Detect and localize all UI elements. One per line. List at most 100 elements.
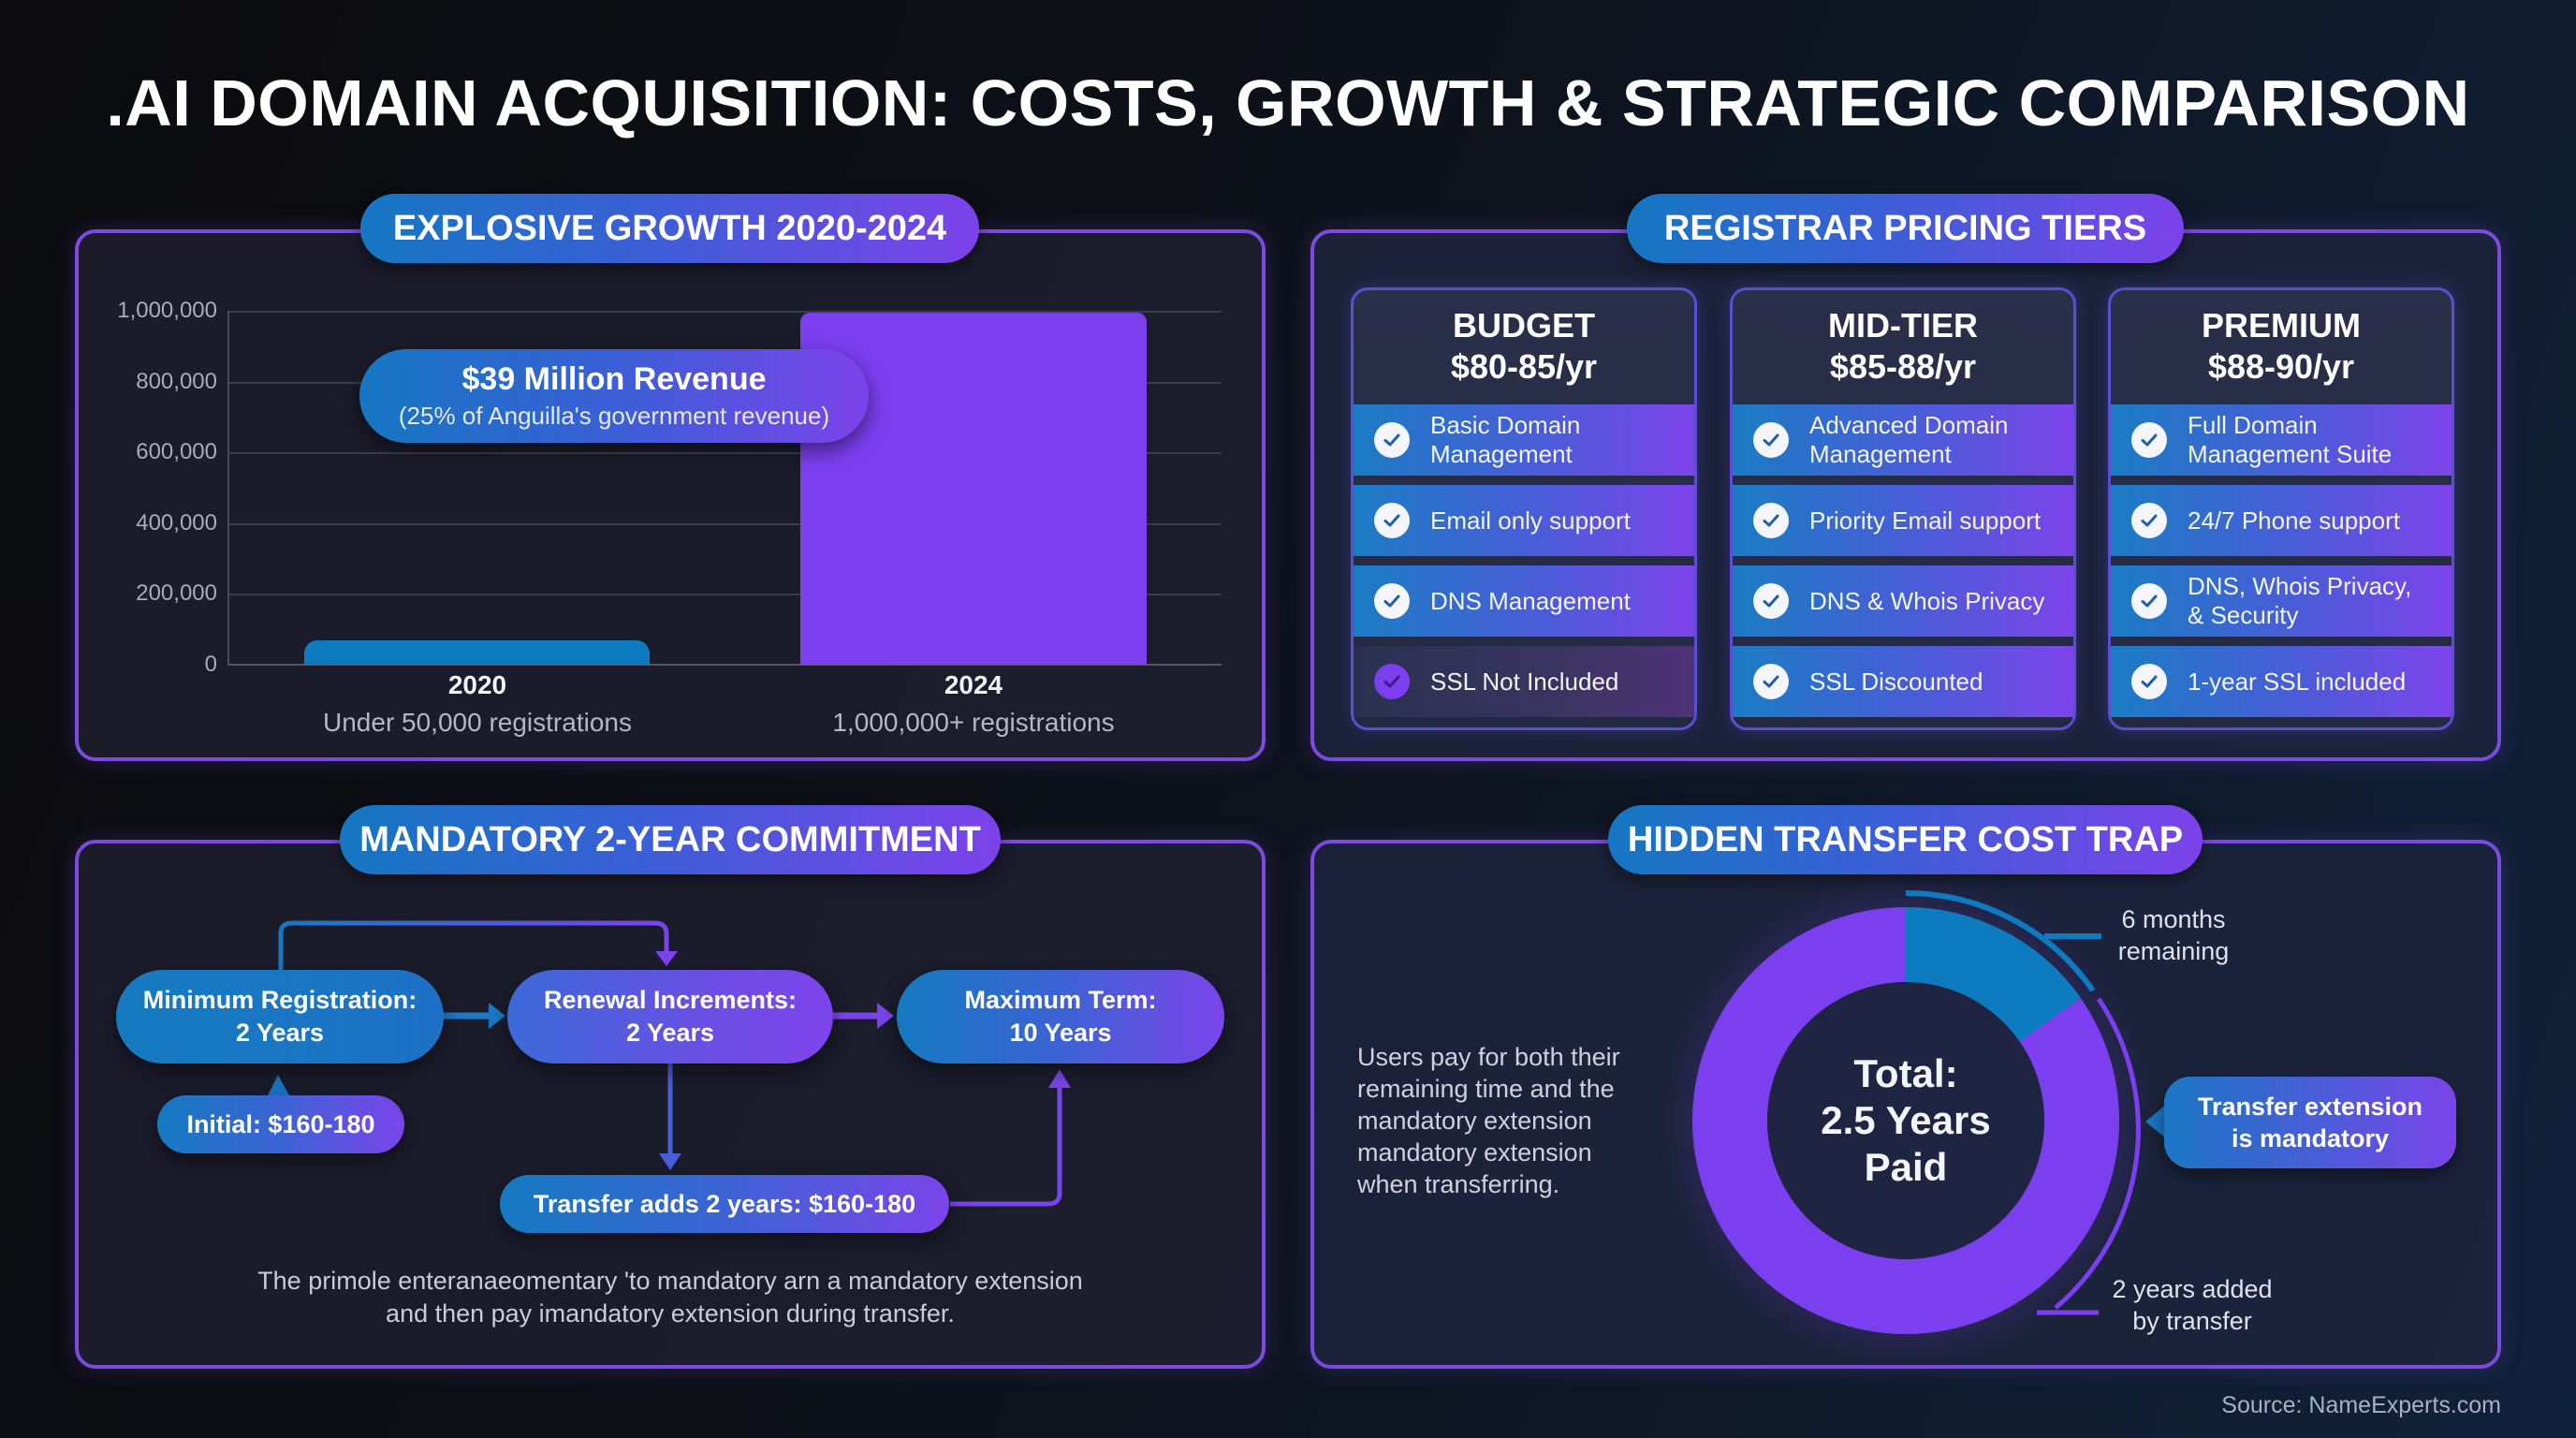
desc-line: mandatory extension bbox=[1357, 1138, 1592, 1167]
feature-text: Email only support bbox=[1430, 506, 1631, 535]
category-year: 2020 bbox=[447, 670, 507, 699]
center-line: 2.5 Years bbox=[1821, 1098, 1991, 1142]
growth-header: EXPLOSIVE GROWTH 2020-2024 bbox=[360, 194, 979, 263]
feature-text: 24/7 Phone support bbox=[2188, 506, 2400, 535]
pricing-header: REGISTRAR PRICING TIERS bbox=[1627, 194, 2184, 263]
tier-card-premium: PREMIUM $88-90/yr Full Domain Management… bbox=[2108, 287, 2454, 730]
feature-text: DNS Management bbox=[1430, 586, 1631, 615]
node-value: 2 Years bbox=[625, 1019, 715, 1047]
y-axis bbox=[227, 311, 229, 666]
desc-line: mandatory extension bbox=[1357, 1107, 1592, 1135]
check-icon bbox=[1374, 583, 1410, 619]
x-axis bbox=[227, 664, 1222, 666]
mandatory-bubble: Transfer extension is mandatory bbox=[2164, 1077, 2456, 1168]
feature-row: Basic Domain Management bbox=[1354, 404, 1694, 476]
feature-row: Email only support bbox=[1354, 485, 1694, 556]
category-caption: 1,000,000+ registrations bbox=[832, 708, 1115, 737]
callout-title: $39 Million Revenue bbox=[461, 361, 767, 397]
node-value: 10 Years bbox=[1009, 1019, 1112, 1047]
tier-card-mid-tier: MID-TIER $85-88/yr Advanced Domain Manag… bbox=[1730, 287, 2076, 730]
y-tick: 600,000 bbox=[136, 439, 217, 464]
x-category-2024: 2024 1,000,000+ registrations bbox=[786, 670, 1161, 738]
source-credit: Source: NameExperts.com bbox=[2221, 1392, 2501, 1418]
x-category-2020: 2020 Under 50,000 registrations bbox=[290, 670, 665, 738]
bar-2020 bbox=[304, 640, 650, 665]
gridline bbox=[227, 594, 1222, 595]
tier-price: $85-88/yr bbox=[1829, 347, 1977, 386]
feature-text: SSL Not Included bbox=[1430, 667, 1619, 696]
check-icon bbox=[2131, 422, 2167, 458]
node-maximum-term: Maximum Term: 10 Years bbox=[897, 970, 1224, 1064]
label-line: remaining bbox=[2117, 937, 2230, 965]
feature-text: SSL Discounted bbox=[1809, 667, 1983, 696]
feature-row: DNS & Whois Privacy bbox=[1733, 565, 2073, 637]
feature-row-excluded: SSL Not Included bbox=[1354, 646, 1694, 717]
check-icon-excluded bbox=[1374, 664, 1410, 699]
feature-row: Advanced Domain Management bbox=[1733, 404, 2073, 476]
node-transfer-cost: Transfer adds 2 years: $160-180 bbox=[500, 1175, 949, 1233]
y-tick: 200,000 bbox=[136, 580, 217, 606]
label-line: 6 months bbox=[2121, 905, 2226, 933]
feature-row: SSL Discounted bbox=[1733, 646, 2073, 717]
category-year: 2024 bbox=[944, 670, 1003, 699]
feature-text: Basic Domain Management bbox=[1430, 411, 1581, 468]
tier-price: $80-85/yr bbox=[1450, 347, 1598, 386]
desc-line: when transferring. bbox=[1357, 1170, 1560, 1198]
category-caption: Under 50,000 registrations bbox=[323, 708, 632, 737]
feature-row: Full Domain Management Suite bbox=[2111, 404, 2452, 476]
desc-line: remaining time and the bbox=[1357, 1075, 1615, 1103]
check-icon bbox=[2131, 583, 2167, 619]
tier-card-budget: BUDGET $80-85/yr Basic Domain Management… bbox=[1351, 287, 1697, 730]
note-line: and then pay imandatory extension during… bbox=[386, 1299, 955, 1328]
feature-text: DNS & Whois Privacy bbox=[1809, 586, 2045, 615]
check-icon bbox=[1753, 503, 1789, 538]
center-line: Total: bbox=[1853, 1051, 1958, 1095]
node-label: Renewal Increments: bbox=[543, 986, 798, 1014]
y-tick: 1,000,000 bbox=[117, 298, 217, 323]
node-initial-cost: Initial: $160-180 bbox=[157, 1095, 404, 1153]
feature-row: DNS, Whois Privacy, & Security bbox=[2111, 565, 2452, 637]
feature-text: Full Domain Management Suite bbox=[2188, 411, 2393, 468]
y-tick: 800,000 bbox=[136, 369, 217, 394]
commitment-note: The primole enteranaeomentary 'to mandat… bbox=[131, 1265, 1209, 1330]
feature-text: DNS, Whois Privacy, & Security bbox=[2188, 572, 2412, 629]
gridline bbox=[227, 311, 1222, 313]
tier-name: BUDGET bbox=[1453, 306, 1595, 345]
bubble-line: is mandatory bbox=[2231, 1124, 2390, 1152]
feature-row: 24/7 Phone support bbox=[2111, 485, 2452, 556]
check-icon bbox=[1753, 422, 1789, 458]
feature-text: Priority Email support bbox=[1809, 506, 2042, 535]
check-icon bbox=[1374, 503, 1410, 538]
feature-text: 1-year SSL included bbox=[2188, 667, 2407, 696]
tier-name: PREMIUM bbox=[2202, 306, 2361, 345]
donut-center-text: Total: 2.5 Years Paid bbox=[1775, 1050, 2037, 1191]
check-icon bbox=[2131, 503, 2167, 538]
feature-row: DNS Management bbox=[1354, 565, 1694, 637]
tier-price: $88-90/yr bbox=[2207, 347, 2355, 386]
tier-header: PREMIUM $88-90/yr bbox=[2111, 290, 2452, 403]
check-icon bbox=[2131, 664, 2167, 699]
feature-row: Priority Email support bbox=[1733, 485, 2073, 556]
node-renewal-increments: Renewal Increments: 2 Years bbox=[507, 970, 833, 1064]
callout-subtitle: (25% of Anguilla's government revenue) bbox=[398, 402, 830, 430]
commitment-header: MANDATORY 2-YEAR COMMITMENT bbox=[340, 805, 1001, 874]
node-minimum-registration: Minimum Registration: 2 Years bbox=[116, 970, 444, 1064]
transfer-description: Users pay for both their remaining time … bbox=[1357, 1041, 1676, 1200]
check-icon bbox=[1753, 583, 1789, 619]
y-tick: 400,000 bbox=[136, 510, 217, 536]
transfer-header: HIDDEN TRANSFER COST TRAP bbox=[1608, 805, 2203, 874]
revenue-callout: $39 Million Revenue (25% of Anguilla's g… bbox=[359, 349, 869, 443]
bubble-pointer bbox=[2145, 1105, 2166, 1138]
tier-header: MID-TIER $85-88/yr bbox=[1733, 290, 2073, 403]
center-line: Paid bbox=[1864, 1145, 1948, 1189]
note-line: The primole enteranaeomentary 'to mandat… bbox=[257, 1267, 1083, 1295]
y-tick: 0 bbox=[204, 652, 217, 677]
feature-row: 1-year SSL included bbox=[2111, 646, 2452, 717]
label-line: 2 years added bbox=[2112, 1275, 2273, 1303]
page-title: .AI DOMAIN ACQUISITION: COSTS, GROWTH & … bbox=[106, 66, 2470, 139]
label-added: 2 years added by transfer bbox=[2093, 1273, 2291, 1337]
tier-name: MID-TIER bbox=[1828, 306, 1978, 345]
check-icon bbox=[1374, 422, 1410, 458]
